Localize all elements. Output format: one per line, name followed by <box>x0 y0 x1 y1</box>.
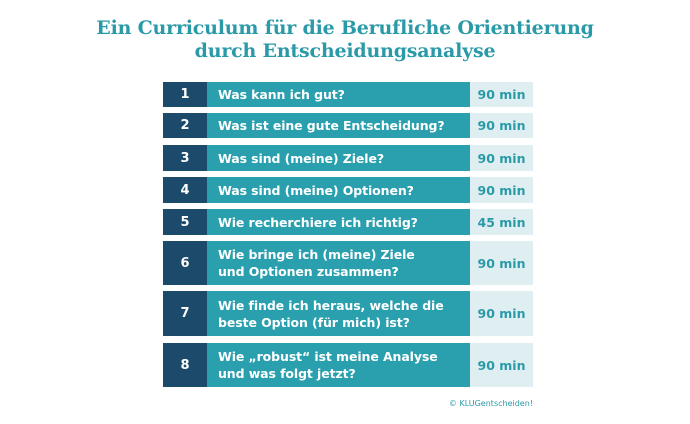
session-number: 5 <box>163 209 207 235</box>
title-line-1: Ein Curriculum für die Berufliche Orient… <box>96 17 594 39</box>
session-duration: 90 min <box>470 82 533 107</box>
title-line-2: durch Entscheidungsanalyse <box>194 40 496 62</box>
session-number: 8 <box>163 343 207 387</box>
session-duration: 45 min <box>470 209 533 235</box>
session-duration: 90 min <box>470 145 533 171</box>
session-number: 3 <box>163 145 207 171</box>
table-row: 8 Wie „robust“ ist meine Analyse und was … <box>163 343 533 387</box>
table-row: 1 Was kann ich gut? 90 min <box>163 82 533 107</box>
session-topic: Wie „robust“ ist meine Analyse und was fo… <box>207 343 470 387</box>
session-number: 1 <box>163 82 207 107</box>
table-row: 6 Wie bringe ich (meine) Ziele und Option… <box>163 241 533 285</box>
session-topic: Was ist eine gute Entscheidung? <box>207 113 470 138</box>
page-title: Ein Curriculum für die Berufliche Orient… <box>0 17 690 63</box>
table-row: 5 Wie recherchiere ich richtig? 45 min <box>163 209 533 235</box>
table-row: 7 Wie finde ich heraus, welche die beste … <box>163 291 533 336</box>
session-topic: Wie recherchiere ich richtig? <box>207 209 470 235</box>
table-row: 3 Was sind (meine) Ziele? 90 min <box>163 145 533 171</box>
table-row: 2 Was ist eine gute Entscheidung? 90 min <box>163 113 533 138</box>
session-duration: 90 min <box>470 291 533 336</box>
session-topic: Wie bringe ich (meine) Ziele und Optionen… <box>207 241 470 285</box>
table-row: 4 Was sind (meine) Optionen? 90 min <box>163 177 533 203</box>
session-number: 6 <box>163 241 207 285</box>
session-topic: Was kann ich gut? <box>207 82 470 107</box>
session-number: 7 <box>163 291 207 336</box>
session-topic: Was sind (meine) Optionen? <box>207 177 470 203</box>
session-number: 2 <box>163 113 207 138</box>
session-duration: 90 min <box>470 343 533 387</box>
copyright-footer: © KLUGentscheiden! <box>448 399 533 408</box>
session-duration: 90 min <box>470 177 533 203</box>
session-topic: Wie finde ich heraus, welche die beste Op… <box>207 291 470 336</box>
session-topic: Was sind (meine) Ziele? <box>207 145 470 171</box>
session-duration: 90 min <box>470 113 533 138</box>
session-duration: 90 min <box>470 241 533 285</box>
session-number: 4 <box>163 177 207 203</box>
